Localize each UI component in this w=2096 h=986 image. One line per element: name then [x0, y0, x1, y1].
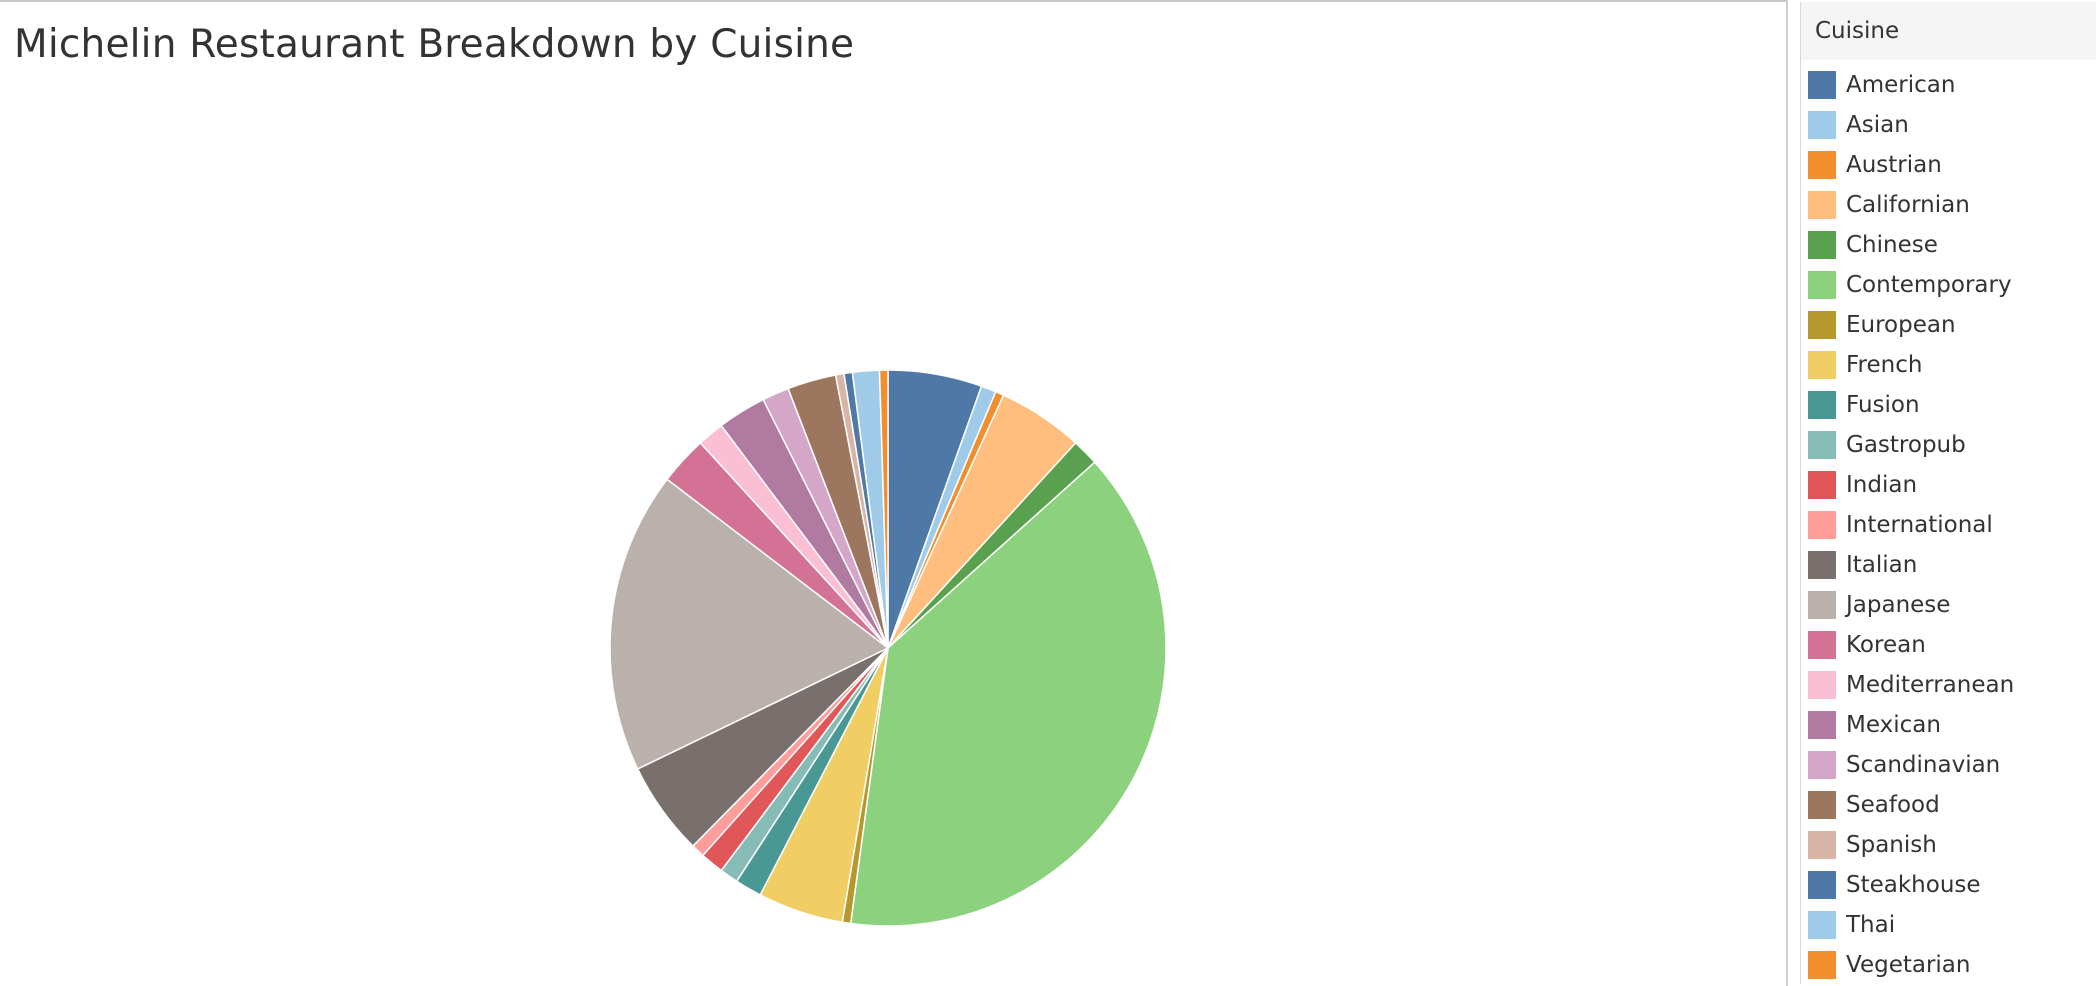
legend-panel: Cuisine American Asian Austrian Californian…: [1800, 2, 2096, 984]
legend-label: Vegetarian: [1846, 952, 1971, 978]
legend-label: European: [1846, 312, 1956, 338]
pie-slice-japanese[interactable]: Japanese: [609, 478, 889, 770]
legend-label: Spanish: [1846, 832, 1937, 858]
legend-item-vegetarian[interactable]: Vegetarian: [1801, 945, 2014, 985]
legend-label: Japanese: [1846, 592, 1951, 618]
pie-slice-contemporary[interactable]: Contemporary: [849, 461, 1167, 927]
legend-label: Gastropub: [1846, 432, 1966, 458]
legend-item-thai[interactable]: Thai: [1801, 905, 2014, 945]
legend-item-international[interactable]: International: [1801, 505, 2014, 545]
legend-label: Californian: [1846, 192, 1970, 218]
legend-swatch: [1808, 471, 1836, 499]
pie-slice-vegetarian[interactable]: Vegetarian: [878, 369, 889, 649]
legend-swatch: [1808, 831, 1836, 859]
legend-item-asian[interactable]: Asian: [1801, 105, 2014, 145]
legend-swatch: [1808, 511, 1836, 539]
legend-label: Korean: [1846, 632, 1926, 658]
sheet-divider: [1786, 0, 1788, 986]
legend-item-spanish[interactable]: Spanish: [1801, 825, 2014, 865]
legend-swatch: [1808, 431, 1836, 459]
legend-swatch: [1808, 711, 1836, 739]
legend-label: Scandinavian: [1846, 752, 2001, 778]
legend-item-austrian[interactable]: Austrian: [1801, 145, 2014, 185]
legend-item-indian[interactable]: Indian: [1801, 465, 2014, 505]
legend-swatch: [1808, 551, 1836, 579]
legend-swatch: [1808, 151, 1836, 179]
legend-swatch: [1808, 911, 1836, 939]
legend-label: Chinese: [1846, 232, 1938, 258]
legend-item-seafood[interactable]: Seafood: [1801, 785, 2014, 825]
legend-label: Italian: [1846, 552, 1918, 578]
legend-list: American Asian Austrian Californian Chinese C…: [1801, 65, 2014, 985]
legend-label: Thai: [1846, 912, 1896, 938]
legend-label: Austrian: [1846, 152, 1942, 178]
legend-swatch: [1808, 631, 1836, 659]
legend-swatch: [1808, 951, 1836, 979]
legend-label: International: [1846, 512, 1993, 538]
legend-item-gastropub[interactable]: Gastropub: [1801, 425, 2014, 465]
legend-label: Indian: [1846, 472, 1918, 498]
legend-item-french[interactable]: French: [1801, 345, 2014, 385]
legend-label: Contemporary: [1846, 272, 2012, 298]
legend-item-mediterranean[interactable]: Mediterranean: [1801, 665, 2014, 705]
legend-item-chinese[interactable]: Chinese: [1801, 225, 2014, 265]
legend-item-contemporary[interactable]: Contemporary: [1801, 265, 2014, 305]
legend-swatch: [1808, 791, 1836, 819]
legend-item-mexican[interactable]: Mexican: [1801, 705, 2014, 745]
legend-label: Mexican: [1846, 712, 1941, 738]
legend-item-italian[interactable]: Italian: [1801, 545, 2014, 585]
legend-swatch: [1808, 71, 1836, 99]
legend-label: Asian: [1846, 112, 1909, 138]
legend-swatch: [1808, 271, 1836, 299]
legend-swatch: [1808, 391, 1836, 419]
legend-item-californian[interactable]: Californian: [1801, 185, 2014, 225]
legend-label: Fusion: [1846, 392, 1920, 418]
legend-label: Steakhouse: [1846, 872, 1981, 898]
legend-label: Mediterranean: [1846, 672, 2015, 698]
legend-title: Cuisine: [1801, 2, 2096, 60]
legend-item-korean[interactable]: Korean: [1801, 625, 2014, 665]
legend-swatch: [1808, 191, 1836, 219]
legend-item-scandinavian[interactable]: Scandinavian: [1801, 745, 2014, 785]
legend-item-japanese[interactable]: Japanese: [1801, 585, 2014, 625]
legend-swatch: [1808, 351, 1836, 379]
sheet-top-border: [0, 0, 1787, 2]
legend-item-european[interactable]: European: [1801, 305, 2014, 345]
pie-chart: AmericanAsianAustrianCalifornianChineseC…: [609, 369, 1167, 927]
legend-swatch: [1808, 871, 1836, 899]
legend-item-fusion[interactable]: Fusion: [1801, 385, 2014, 425]
legend-label: American: [1846, 72, 1956, 98]
legend-swatch: [1808, 111, 1836, 139]
legend-swatch: [1808, 311, 1836, 339]
legend-swatch: [1808, 231, 1836, 259]
legend-label: Seafood: [1846, 792, 1940, 818]
legend-swatch: [1808, 671, 1836, 699]
legend-swatch: [1808, 591, 1836, 619]
legend-swatch: [1808, 751, 1836, 779]
legend-item-american[interactable]: American: [1801, 65, 2014, 105]
chart-title: Michelin Restaurant Breakdown by Cuisine: [14, 22, 855, 67]
legend-item-steakhouse[interactable]: Steakhouse: [1801, 865, 2014, 905]
legend-label: French: [1846, 352, 1923, 378]
